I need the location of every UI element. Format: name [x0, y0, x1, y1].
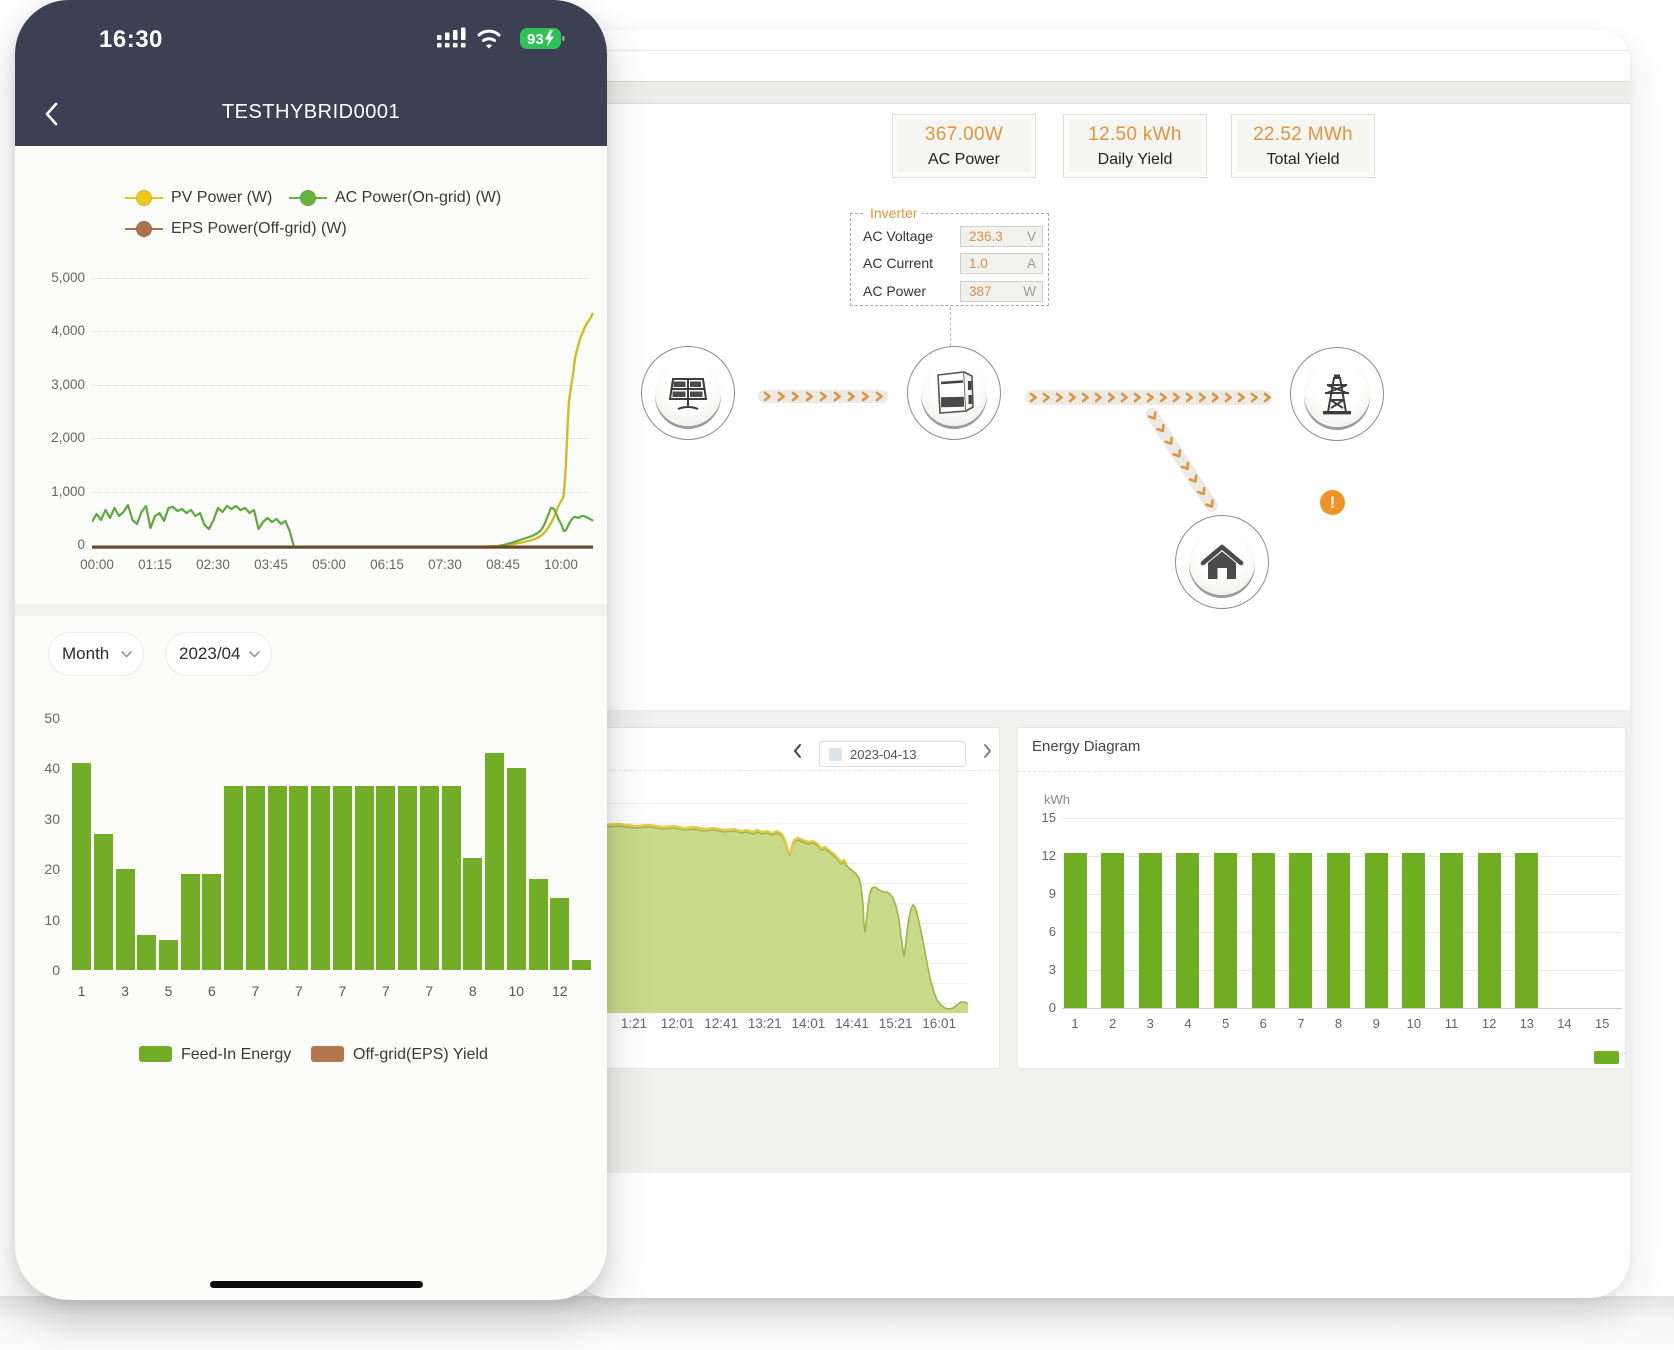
svg-text:93: 93 — [527, 31, 544, 48]
